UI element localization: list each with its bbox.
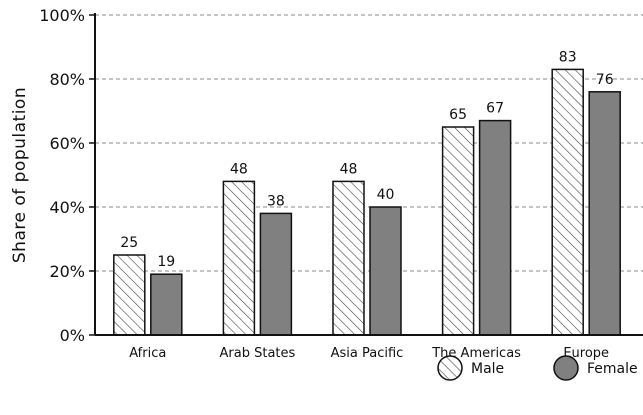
bar-female xyxy=(589,92,620,335)
y-tick-label: 100% xyxy=(39,6,85,25)
data-label: 25 xyxy=(120,235,138,251)
data-label: 48 xyxy=(340,161,358,177)
y-tick-label: 60% xyxy=(49,134,85,153)
data-label: 19 xyxy=(157,254,175,270)
data-label: 40 xyxy=(377,187,395,203)
x-category-label: Arab States xyxy=(220,346,296,361)
bar-male xyxy=(333,181,364,335)
bar-female xyxy=(260,213,291,335)
data-label: 38 xyxy=(267,193,285,209)
data-label: 76 xyxy=(596,72,614,88)
data-label: 65 xyxy=(449,107,467,123)
bar-male xyxy=(552,69,583,335)
data-label: 48 xyxy=(230,161,248,177)
legend-label-female: Female xyxy=(587,361,638,377)
y-axis-title: Share of population xyxy=(10,87,30,263)
y-tick-label: 80% xyxy=(49,70,85,89)
bar-male xyxy=(114,255,145,335)
legend-swatch-female xyxy=(554,356,578,380)
bar-male xyxy=(223,181,254,335)
y-tick-label: 40% xyxy=(49,198,85,217)
bars xyxy=(114,69,620,335)
data-label: 67 xyxy=(486,101,504,117)
y-axis-tick-labels: 0% 20% 40% 60% 80% 100% xyxy=(39,6,85,345)
y-tick-label: 0% xyxy=(60,326,85,345)
bar-female xyxy=(151,274,182,335)
bar-female xyxy=(370,207,401,335)
bar-male xyxy=(443,127,474,335)
legend-swatch-male xyxy=(438,356,462,380)
data-labels: 25 19 48 38 48 40 65 67 83 76 xyxy=(120,49,613,270)
x-category-label: Africa xyxy=(129,346,166,361)
x-category-label: Asia Pacific xyxy=(331,346,404,361)
legend-label-male: Male xyxy=(471,361,504,377)
y-tick-label: 20% xyxy=(49,262,85,281)
bar-female xyxy=(480,121,511,335)
data-label: 83 xyxy=(559,49,577,65)
x-axis-category-labels: Africa Arab States Asia Pacific The America… xyxy=(129,346,609,361)
